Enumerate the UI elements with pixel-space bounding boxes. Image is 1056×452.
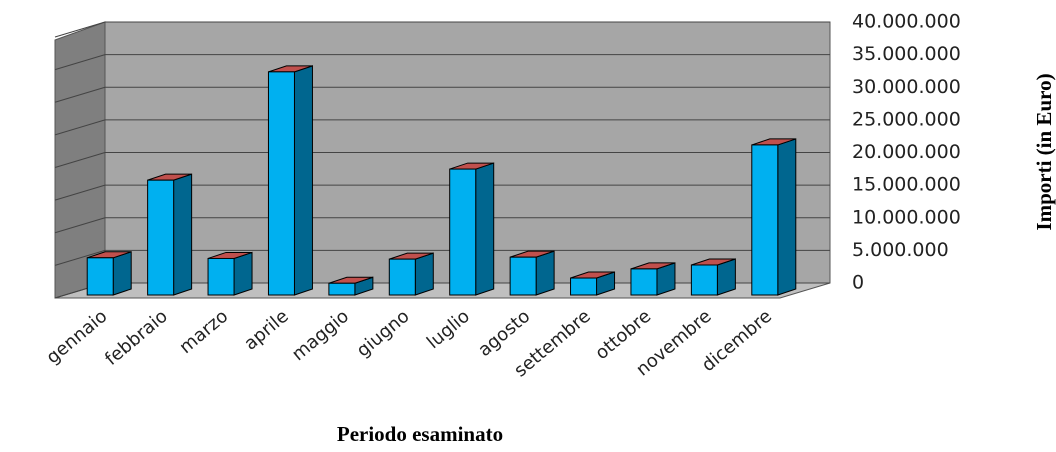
bar <box>449 168 477 296</box>
bar-side <box>173 173 193 296</box>
bar <box>267 71 295 296</box>
bar-side <box>233 251 253 296</box>
y-tick-label: 0 <box>852 272 864 294</box>
y-axis-title: Importi (in Euro) <box>1032 73 1056 230</box>
y-tick-label: 30.000.000 <box>852 76 961 98</box>
grid-line <box>54 184 106 201</box>
grid-line <box>54 21 106 38</box>
x-axis-title: Periodo esaminato <box>337 422 503 446</box>
bar-side <box>112 251 132 296</box>
y-tick-label: 25.000.000 <box>852 108 961 130</box>
x-tick-label: giugno <box>353 306 414 362</box>
y-tick-label: 5.000.000 <box>852 239 949 261</box>
y-tick-label: 10.000.000 <box>852 206 961 228</box>
x-tick-label: febbraio <box>101 306 172 370</box>
grid-line <box>54 119 106 136</box>
bar <box>328 282 356 296</box>
y-tick-label: 20.000.000 <box>852 141 961 163</box>
grid-line <box>54 217 106 234</box>
x-tick-label: luglio <box>423 306 474 353</box>
bar <box>86 257 114 296</box>
bar-side <box>414 252 434 296</box>
bar <box>570 277 598 296</box>
x-tick-label: marzo <box>176 306 233 358</box>
bar-side <box>475 162 495 296</box>
bar <box>147 179 175 296</box>
x-tick-label: gennaio <box>42 306 111 369</box>
bar <box>509 256 537 296</box>
bar <box>690 264 718 296</box>
bar <box>388 258 416 296</box>
grid-line <box>54 86 106 103</box>
bar <box>630 268 658 296</box>
grid-line <box>54 249 106 266</box>
bar <box>207 257 235 296</box>
y-tick-label: 35.000.000 <box>852 43 961 65</box>
y-tick-label: 40.000.000 <box>852 11 961 33</box>
bar-side <box>777 138 797 296</box>
x-tick-label: aprile <box>240 306 293 355</box>
bar-side <box>535 250 555 296</box>
x-tick-label: maggio <box>288 306 353 365</box>
grid-line <box>54 54 106 71</box>
bar-side <box>293 65 313 296</box>
bar <box>751 144 779 296</box>
y-tick-label: 15.000.000 <box>852 174 961 196</box>
grid-line <box>54 152 106 168</box>
